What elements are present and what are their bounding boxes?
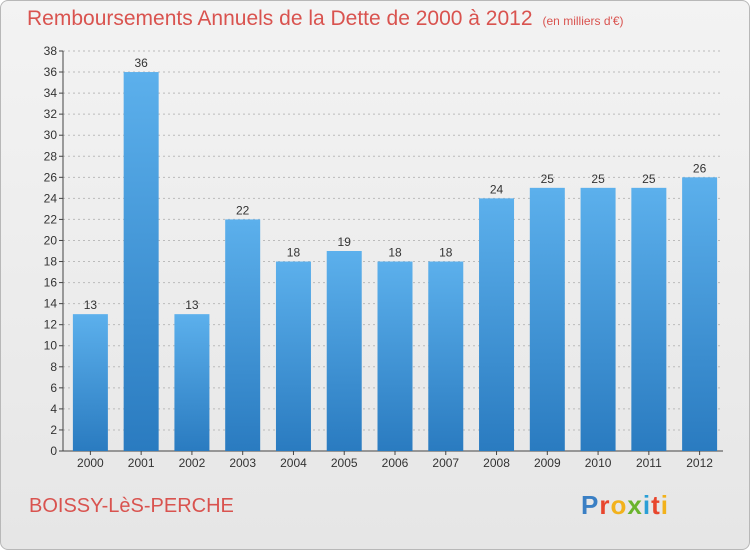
data-label-2009: 25	[541, 172, 555, 186]
data-label-2002: 13	[185, 298, 199, 312]
bar-2012	[682, 177, 718, 451]
bar-2001	[123, 72, 159, 451]
x-tick-label-2004: 2004	[280, 456, 307, 470]
y-tick-label: 16	[44, 276, 58, 290]
x-tick-label-2012: 2012	[686, 456, 713, 470]
y-tick-label: 4	[50, 402, 57, 416]
logo-letter: x	[627, 490, 643, 520]
x-tick-label-2008: 2008	[483, 456, 510, 470]
data-label-2012: 26	[693, 161, 707, 175]
logo-letter: t	[651, 490, 661, 520]
data-label-2001: 36	[134, 56, 148, 70]
proxiti-logo: Proxiti	[581, 490, 669, 521]
chart-unit-label: (en milliers d'€)	[542, 14, 624, 28]
bar-2010	[580, 187, 616, 451]
x-tick-label-2006: 2006	[382, 456, 409, 470]
x-tick-label-2001: 2001	[128, 456, 155, 470]
x-tick-label-2005: 2005	[331, 456, 358, 470]
commune-name: BOISSY-LèS-PERCHE	[29, 495, 234, 517]
bar-2011	[631, 187, 667, 451]
y-tick-label: 2	[50, 423, 57, 437]
data-label-2010: 25	[591, 172, 605, 186]
y-tick-label: 8	[50, 360, 57, 374]
data-label-2003: 22	[236, 203, 250, 217]
x-tick-label-2007: 2007	[432, 456, 459, 470]
x-tick-label-2009: 2009	[534, 456, 561, 470]
x-tick-label-2003: 2003	[229, 456, 256, 470]
bar-2000	[72, 314, 108, 451]
y-tick-label: 12	[44, 318, 58, 332]
bar-2007	[428, 261, 464, 451]
y-tick-label: 32	[44, 107, 58, 121]
x-tick-label-2010: 2010	[585, 456, 612, 470]
y-tick-label: 36	[44, 65, 58, 79]
bar-2008	[479, 198, 515, 451]
y-tick-label: 38	[44, 44, 58, 58]
logo-letter: i	[642, 490, 652, 520]
data-label-2011: 25	[642, 172, 656, 186]
y-tick-label: 6	[50, 381, 57, 395]
x-tick-label-2000: 2000	[77, 456, 104, 470]
chart-title: Remboursements Annuels de la Dette de 20…	[27, 7, 624, 31]
data-label-2000: 13	[84, 298, 98, 312]
bar-2002	[174, 314, 210, 451]
logo-letter: o	[610, 490, 628, 520]
y-tick-label: 28	[44, 149, 58, 163]
y-tick-label: 24	[44, 191, 58, 205]
y-tick-label: 30	[44, 128, 58, 142]
y-tick-label: 10	[44, 339, 58, 353]
x-tick-label-2011: 2011	[636, 456, 662, 470]
y-tick-label: 34	[44, 86, 58, 100]
data-label-2007: 18	[439, 246, 453, 260]
bar-2005	[326, 251, 362, 451]
y-tick-label: 26	[44, 170, 58, 184]
y-tick-label: 20	[44, 233, 58, 247]
x-tick-label-2002: 2002	[179, 456, 206, 470]
bar-chart: 0246810121416182022242628303234363813200…	[44, 44, 723, 470]
logo-letter: i	[660, 490, 669, 520]
data-label-2005: 19	[338, 235, 352, 249]
bar-2003	[225, 219, 261, 451]
logo-letter: r	[599, 490, 611, 520]
data-label-2008: 24	[490, 182, 504, 196]
logo-letter: P	[581, 490, 600, 520]
y-tick-label: 0	[50, 444, 57, 458]
data-label-2006: 18	[388, 246, 402, 260]
data-label-2004: 18	[287, 246, 301, 260]
bar-2009	[529, 187, 565, 451]
y-tick-label: 22	[44, 212, 58, 226]
chart-title-text: Remboursements Annuels de la Dette de 20…	[27, 7, 533, 30]
y-tick-label: 14	[44, 297, 58, 311]
bar-2006	[377, 261, 413, 451]
y-tick-label: 18	[44, 255, 58, 269]
bar-2004	[275, 261, 311, 451]
